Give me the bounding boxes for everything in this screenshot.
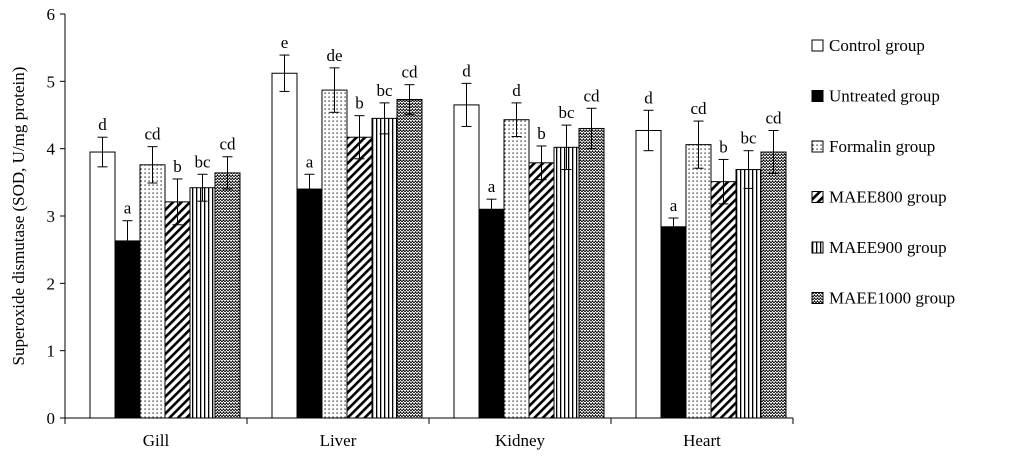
- significance-label: a: [670, 196, 678, 215]
- y-tick-label: 3: [47, 207, 56, 226]
- y-tick-label: 0: [47, 409, 56, 428]
- legend-label: Formalin group: [829, 137, 935, 156]
- bar-diagonal: [346, 136, 373, 419]
- significance-label: d: [512, 81, 521, 100]
- legend-swatch-black: [811, 90, 824, 102]
- bar-vertical: [371, 117, 398, 419]
- bar-black: [478, 208, 505, 419]
- bar-black: [296, 188, 323, 419]
- significance-label: b: [719, 137, 728, 156]
- significance-label: d: [644, 88, 653, 107]
- significance-label: de: [326, 46, 342, 65]
- category-label: Gill: [143, 431, 170, 450]
- significance-label: cd: [144, 125, 161, 144]
- bar-diagonal: [710, 181, 737, 419]
- bar-dots: [503, 119, 530, 419]
- category-label: Liver: [320, 431, 357, 450]
- bar-white: [271, 72, 298, 419]
- bar-dots: [139, 164, 166, 419]
- significance-label: d: [98, 115, 107, 134]
- significance-label: cd: [765, 108, 782, 127]
- significance-label: cd: [401, 63, 418, 82]
- y-tick-label: 2: [47, 274, 56, 293]
- legend-swatch-vertical: [811, 241, 824, 254]
- bar-vertical: [735, 169, 762, 419]
- bar-black: [114, 240, 141, 419]
- bar-zigzag: [396, 99, 423, 419]
- legend-label: MAEE1000 group: [829, 289, 955, 308]
- bar-white: [89, 151, 116, 419]
- bar-zigzag: [214, 172, 241, 419]
- significance-label: a: [306, 152, 314, 171]
- bar-zigzag: [760, 151, 787, 419]
- bar-zigzag: [578, 127, 605, 419]
- legend-swatch-zigzag: [811, 292, 824, 304]
- significance-label: cd: [690, 99, 707, 118]
- significance-label: cd: [219, 135, 236, 154]
- legend-label: Control group: [829, 36, 925, 55]
- axes: 0 1 2 3 4 5 6 Superoxide dismutase (SOD, U/mg p…: [9, 5, 794, 450]
- bar-white: [453, 104, 480, 419]
- legend-swatch-white: [811, 39, 824, 52]
- y-axis-title: Superoxide dismutase (SOD, U/mg protein): [9, 67, 28, 366]
- legend-swatch-diagonal: [811, 191, 824, 203]
- significance-label: d: [462, 61, 471, 80]
- category-label: Heart: [683, 431, 721, 450]
- significance-label: a: [124, 199, 132, 218]
- legend: Control group Untreated group Formalin gro…: [811, 36, 955, 308]
- bar-diagonal: [528, 162, 555, 419]
- significance-label: cd: [583, 86, 600, 105]
- bar-black: [660, 226, 687, 419]
- significance-label: bc: [558, 103, 575, 122]
- significance-label: e: [281, 33, 289, 52]
- significance-label: a: [488, 177, 496, 196]
- bar-diagonal: [164, 201, 191, 419]
- legend-label: Untreated group: [829, 87, 940, 106]
- significance-label: b: [355, 94, 364, 113]
- significance-label: bc: [194, 152, 211, 171]
- y-tick-label: 4: [47, 140, 56, 159]
- significance-label: b: [537, 124, 546, 143]
- bar-dots: [321, 89, 348, 419]
- significance-label: b: [173, 157, 182, 176]
- bar-dots: [685, 144, 712, 419]
- y-tick-label: 6: [47, 5, 56, 24]
- significance-label: bc: [740, 129, 757, 148]
- y-tick-label: 1: [47, 342, 56, 361]
- legend-label: MAEE900 group: [829, 238, 947, 257]
- category-label: Kidney: [495, 431, 546, 450]
- bar-vertical: [553, 146, 580, 419]
- significance-label: bc: [376, 81, 393, 100]
- legend-label: MAEE800 group: [829, 188, 947, 207]
- bar-white: [635, 129, 662, 419]
- y-tick-label: 5: [47, 72, 56, 91]
- legend-swatch-dots: [811, 140, 824, 153]
- bar-vertical: [189, 187, 216, 419]
